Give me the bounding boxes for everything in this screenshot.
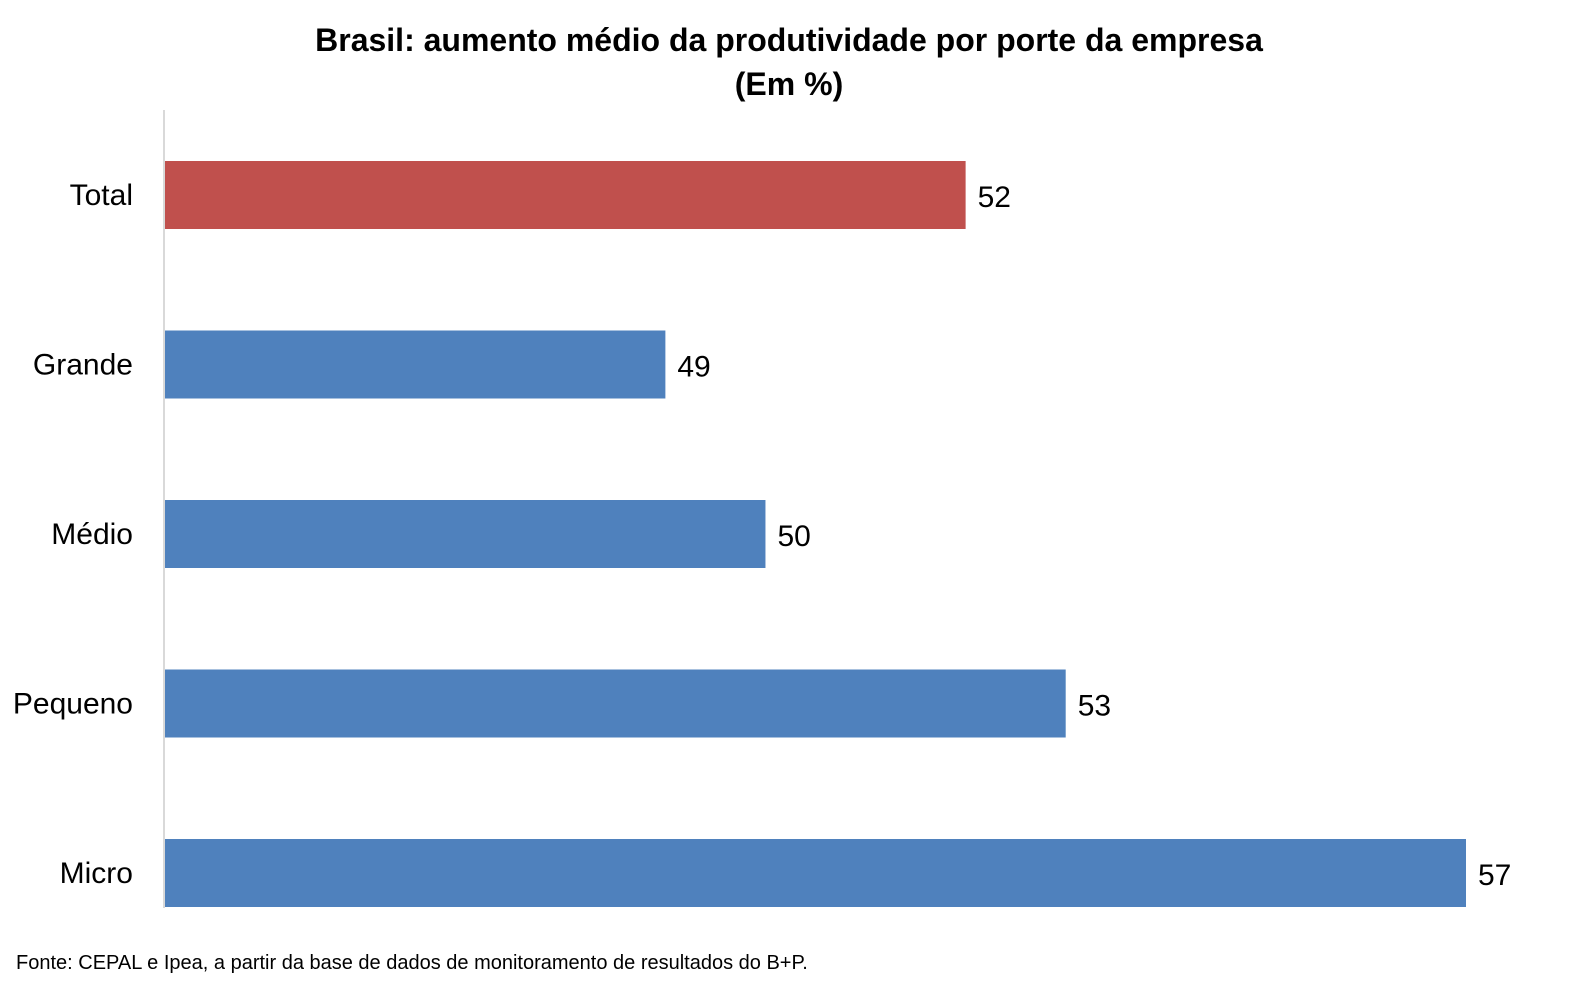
chart-title-main: Brasil: aumento médio da produtividade p… bbox=[315, 22, 1263, 58]
bar-3 bbox=[165, 500, 766, 568]
data-label: 50 bbox=[777, 520, 810, 553]
category-label: Grande bbox=[33, 349, 133, 382]
bar-2 bbox=[165, 330, 666, 399]
data-label: 49 bbox=[677, 351, 710, 384]
category-label: Total bbox=[70, 179, 133, 212]
category-label: Pequeno bbox=[13, 688, 133, 721]
data-label: 57 bbox=[1478, 859, 1511, 892]
bar-1 bbox=[165, 161, 966, 229]
source-note: Fonte: CEPAL e Ipea, a partir da base de… bbox=[16, 952, 808, 974]
data-label: 53 bbox=[1078, 690, 1111, 723]
chart-title: Brasil: aumento médio da produtividade p… bbox=[0, 18, 1578, 106]
category-label: Médio bbox=[51, 518, 133, 551]
bar-4 bbox=[165, 669, 1066, 738]
data-label: 52 bbox=[978, 181, 1011, 214]
category-label: Micro bbox=[60, 857, 133, 890]
bar-5 bbox=[165, 839, 1466, 907]
chart-subtitle: (Em %) bbox=[734, 66, 844, 102]
